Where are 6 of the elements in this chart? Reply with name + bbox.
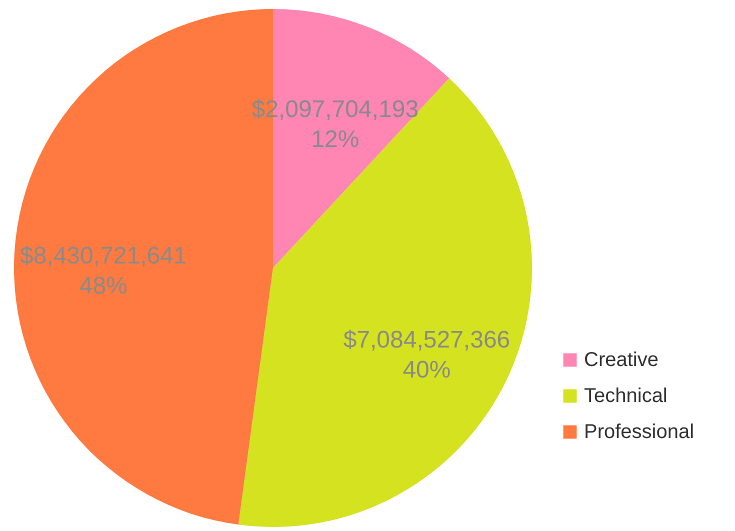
legend-label: Creative <box>584 349 658 371</box>
data-label: $8,430,721,641 48% <box>20 242 187 300</box>
legend-label: Technical <box>584 385 668 407</box>
legend-label: Professional <box>584 421 694 443</box>
data-label: $7,084,527,366 40% <box>343 326 510 384</box>
pie-slice <box>238 78 532 527</box>
